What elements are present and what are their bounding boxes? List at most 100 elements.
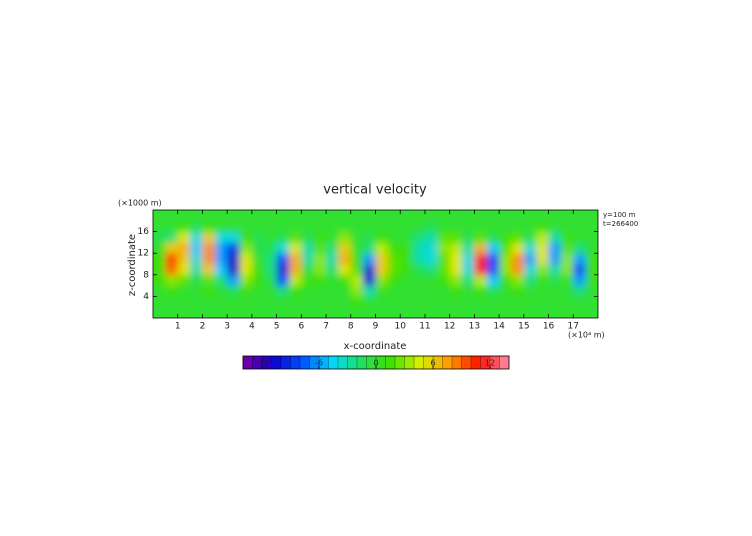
cell <box>288 274 302 287</box>
cell <box>375 307 389 318</box>
cell <box>462 307 475 318</box>
cell <box>462 285 475 297</box>
cell <box>202 231 216 243</box>
cell <box>239 231 253 243</box>
cell <box>177 210 191 222</box>
cell <box>437 307 451 318</box>
colorbar: -12 -6 0 6 12 <box>242 355 510 370</box>
x-tick-label: 1 <box>175 322 181 332</box>
cell <box>585 307 598 318</box>
cell <box>177 253 191 265</box>
cell <box>412 210 426 222</box>
cell <box>412 296 426 308</box>
cell <box>227 307 241 318</box>
cell <box>251 231 265 243</box>
cell <box>153 296 166 308</box>
cell <box>424 253 438 265</box>
cell <box>301 253 315 265</box>
cell <box>486 220 500 233</box>
cell <box>350 285 364 297</box>
cell <box>511 307 525 318</box>
x-tick-label: 9 <box>373 322 379 332</box>
cell <box>499 220 512 233</box>
x-unit: (×10⁴ m) <box>568 331 605 340</box>
colorbar-step <box>376 356 386 369</box>
cell <box>326 285 339 297</box>
cell <box>400 264 414 276</box>
cell <box>412 220 426 233</box>
colorbar-step <box>433 356 443 369</box>
cell <box>387 285 401 297</box>
cell <box>523 210 537 222</box>
cell <box>239 264 253 276</box>
cell <box>177 307 191 318</box>
cell <box>536 242 550 254</box>
cell <box>165 285 179 297</box>
cell <box>560 296 574 308</box>
cell <box>276 210 290 222</box>
cell <box>449 210 463 222</box>
cell <box>486 242 500 254</box>
cell <box>585 220 598 233</box>
cell <box>486 285 500 297</box>
cell <box>462 210 475 222</box>
cell <box>474 307 488 318</box>
x-tick-label: 14 <box>493 322 505 332</box>
cell <box>153 253 166 265</box>
cell <box>548 210 562 222</box>
cell <box>449 307 463 318</box>
cell <box>363 242 376 254</box>
cell <box>326 210 339 222</box>
cell <box>560 231 574 243</box>
cell <box>424 242 438 254</box>
cell <box>214 220 228 233</box>
cell <box>190 274 203 287</box>
cell <box>301 242 315 254</box>
cell <box>474 253 488 265</box>
colorbar-step <box>414 356 424 369</box>
cell <box>474 242 488 254</box>
cell <box>363 253 376 265</box>
cell <box>573 242 587 254</box>
cell <box>338 210 352 222</box>
cell <box>276 242 290 254</box>
cell <box>301 285 315 297</box>
y-tick-label: 12 <box>138 249 149 259</box>
cell <box>449 220 463 233</box>
cell <box>239 242 253 254</box>
cell <box>573 220 587 233</box>
cell <box>326 296 339 308</box>
cell <box>350 274 364 287</box>
y-tick-label: 8 <box>143 270 149 280</box>
colorbar-step <box>262 356 272 369</box>
cell <box>400 242 414 254</box>
cell <box>412 307 426 318</box>
cell <box>264 296 278 308</box>
cell <box>523 220 537 233</box>
cell <box>486 296 500 308</box>
cell <box>499 242 512 254</box>
cell <box>387 231 401 243</box>
y-unit: (×1000 m) <box>118 199 162 208</box>
cell <box>276 307 290 318</box>
cell <box>523 285 537 297</box>
cell <box>251 264 265 276</box>
colorbar-step <box>290 356 301 369</box>
colorbar-step <box>319 356 329 369</box>
cell <box>387 307 401 318</box>
cell <box>412 264 426 276</box>
x-tick-label: 2 <box>200 322 206 332</box>
cell <box>190 231 203 243</box>
cell <box>276 231 290 243</box>
cell <box>523 296 537 308</box>
cell <box>202 264 216 276</box>
cell <box>486 210 500 222</box>
cell <box>177 231 191 243</box>
cell <box>387 242 401 254</box>
cell <box>560 285 574 297</box>
cell <box>251 285 265 297</box>
cell <box>338 264 352 276</box>
x-tick-label: 7 <box>323 322 329 332</box>
cell <box>523 253 537 265</box>
colorbar-tick-label: 0 <box>373 359 378 368</box>
